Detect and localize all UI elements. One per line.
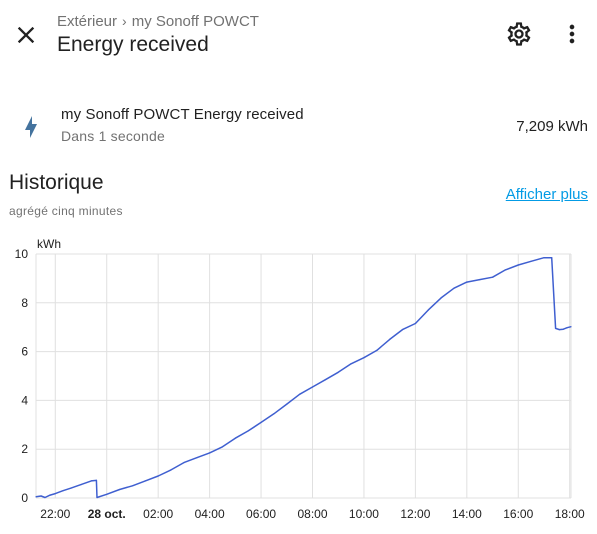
breadcrumb: Extérieur › my Sonoff POWCT <box>57 13 259 30</box>
data-point <box>555 327 557 329</box>
data-point <box>119 488 121 491</box>
data-point <box>401 329 404 331</box>
data-point <box>299 393 301 395</box>
x-tick-label: 28 oct. <box>88 507 126 521</box>
y-tick-label: 10 <box>15 247 29 261</box>
y-tick-label: 6 <box>21 345 28 359</box>
x-tick-label: 18:00 <box>555 507 585 521</box>
history-title: Historique <box>9 171 104 194</box>
data-point <box>324 379 326 381</box>
page-title: Energy received <box>57 33 209 56</box>
data-point <box>311 386 314 388</box>
data-point <box>221 446 224 448</box>
data-point <box>558 329 561 331</box>
data-point <box>566 327 568 329</box>
data-point <box>157 475 159 477</box>
data-point <box>570 326 572 328</box>
data-point <box>551 257 553 259</box>
dialog-header: Extérieur › my Sonoff POWCT Energy receive… <box>0 0 597 70</box>
lightning-bolt-icon <box>19 115 43 139</box>
show-more-link[interactable]: Afficher plus <box>505 186 588 203</box>
data-point <box>183 462 185 464</box>
gear-icon <box>507 22 531 46</box>
chart-axes: 0 2 4 6 8 10 22:00 28 oct. 02:00 04:00 06:00 08:00 1… <box>15 237 585 521</box>
breadcrumb-area[interactable]: Extérieur <box>57 13 118 30</box>
data-point <box>543 257 545 259</box>
chevron-right-icon: › <box>122 13 127 29</box>
y-tick-label: 4 <box>21 393 28 407</box>
data-point <box>453 287 455 289</box>
data-point <box>196 457 198 459</box>
close-icon <box>17 26 35 44</box>
data-point <box>144 480 146 482</box>
data-point <box>427 309 429 311</box>
x-tick-label: 14:00 <box>452 507 482 521</box>
data-point <box>517 264 519 266</box>
x-tick-label: 02:00 <box>143 507 173 521</box>
data-point <box>170 469 172 471</box>
y-tick-label: 0 <box>21 491 28 505</box>
data-point <box>286 403 288 405</box>
data-point <box>389 338 391 340</box>
x-tick-label: 22:00 <box>40 507 70 521</box>
series-line <box>35 256 572 499</box>
data-point <box>376 349 378 351</box>
data-point <box>562 328 564 330</box>
x-tick-label: 12:00 <box>400 507 430 521</box>
data-point <box>363 357 365 359</box>
data-point <box>492 276 494 278</box>
data-point <box>40 495 42 497</box>
breadcrumb-device[interactable]: my Sonoff POWCT <box>131 13 259 30</box>
data-point <box>95 479 97 481</box>
chart-grid <box>35 253 572 499</box>
data-point <box>479 279 481 281</box>
entity-state: 7,209 kWh <box>516 118 588 135</box>
x-tick-label: 04:00 <box>195 507 225 521</box>
x-tick-label: 06:00 <box>246 507 276 521</box>
data-point <box>260 421 262 423</box>
data-point <box>414 322 416 325</box>
y-tick-label: 8 <box>21 296 28 310</box>
chart-series <box>35 256 572 499</box>
data-point <box>504 269 506 271</box>
history-subtitle: agrégé cinq minutes <box>9 204 123 218</box>
y-unit-label: kWh <box>37 237 61 251</box>
settings-button[interactable] <box>505 20 533 48</box>
history-chart[interactable]: 0 2 4 6 8 10 22:00 28 oct. 02:00 04:00 06:00 08:00 1… <box>0 230 597 534</box>
close-button[interactable] <box>12 21 40 49</box>
data-point <box>530 260 532 262</box>
more-options-button[interactable] <box>558 20 586 48</box>
data-point <box>234 437 236 439</box>
dots-vertical-icon <box>569 24 575 44</box>
data-point <box>62 490 64 492</box>
data-point <box>247 430 249 432</box>
entity-last-changed: Dans 1 seconde <box>61 128 165 144</box>
data-point <box>106 493 108 495</box>
data-point <box>209 452 211 454</box>
data-point <box>96 496 98 499</box>
y-tick-label: 2 <box>21 442 28 456</box>
data-point <box>54 493 56 495</box>
history-chart-svg: 0 2 4 6 8 10 22:00 28 oct. 02:00 04:00 06:00 08:00 1… <box>15 237 585 521</box>
x-tick-label: 16:00 <box>503 507 533 521</box>
data-point <box>35 496 37 498</box>
data-point <box>44 496 46 499</box>
x-tick-label: 08:00 <box>297 507 327 521</box>
data-point <box>70 487 72 489</box>
data-point <box>273 413 275 415</box>
data-point <box>80 484 82 486</box>
data-point <box>90 480 92 482</box>
entity-row[interactable]: my Sonoff POWCT Energy received Dans 1 s… <box>0 98 597 156</box>
data-point <box>49 494 51 496</box>
data-point <box>466 281 468 283</box>
data-point <box>440 297 442 299</box>
data-point <box>350 363 352 365</box>
x-tick-label: 10:00 <box>349 507 379 521</box>
data-point <box>337 371 339 373</box>
data-point <box>131 485 134 487</box>
entity-name: my Sonoff POWCT Energy received <box>61 106 304 123</box>
